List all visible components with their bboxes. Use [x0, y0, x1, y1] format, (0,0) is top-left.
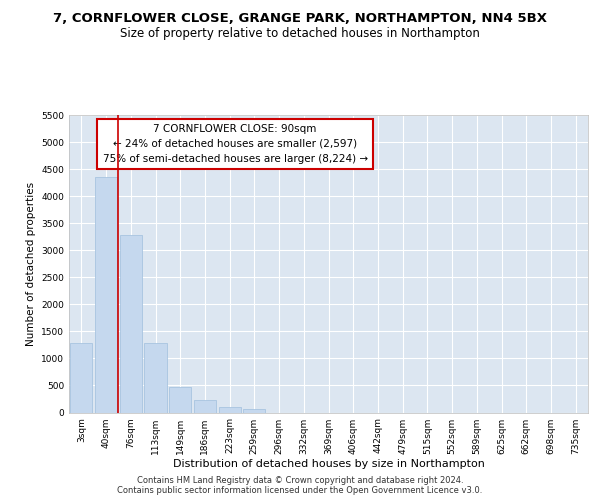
Text: Size of property relative to detached houses in Northampton: Size of property relative to detached ho… [120, 28, 480, 40]
Bar [169, 386, 191, 412]
Text: 7 CORNFLOWER CLOSE: 90sqm
← 24% of detached houses are smaller (2,597)
75% of se: 7 CORNFLOWER CLOSE: 90sqm ← 24% of detac… [103, 124, 368, 164]
Y-axis label: Number of detached properties: Number of detached properties [26, 182, 35, 346]
Bar [194, 400, 216, 412]
Bar [95, 177, 117, 412]
Bar [218, 407, 241, 412]
X-axis label: Distribution of detached houses by size in Northampton: Distribution of detached houses by size … [173, 460, 484, 469]
Text: 7, CORNFLOWER CLOSE, GRANGE PARK, NORTHAMPTON, NN4 5BX: 7, CORNFLOWER CLOSE, GRANGE PARK, NORTHA… [53, 12, 547, 26]
Bar [145, 344, 167, 412]
Text: Contains HM Land Registry data © Crown copyright and database right 2024.
Contai: Contains HM Land Registry data © Crown c… [118, 476, 482, 495]
Bar [243, 410, 265, 412]
Bar [70, 344, 92, 412]
Bar [119, 235, 142, 412]
